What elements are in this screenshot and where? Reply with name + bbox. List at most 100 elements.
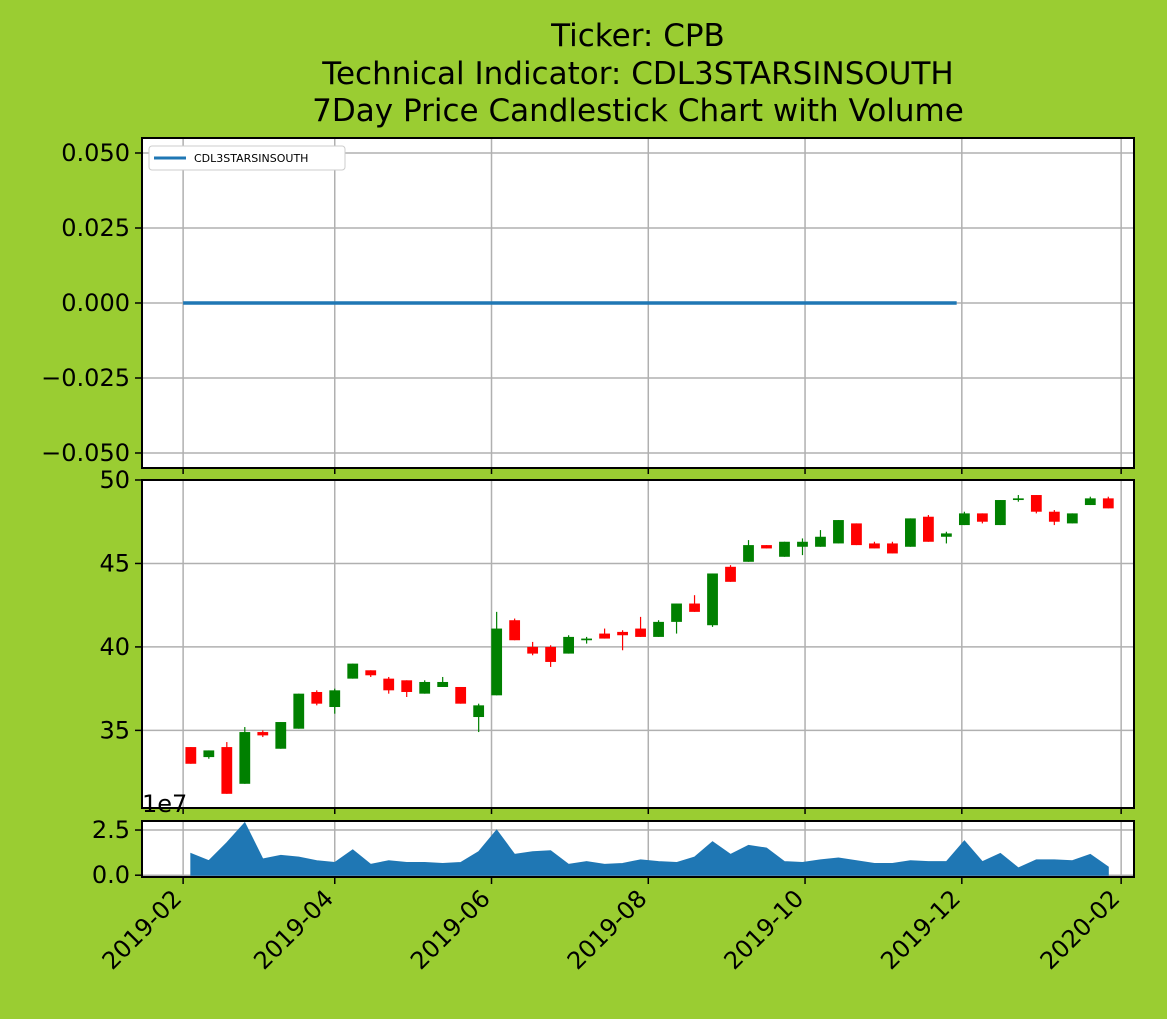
- candle-10: [365, 670, 377, 677]
- candle-47: [1030, 495, 1042, 514]
- candle-5: [275, 722, 287, 749]
- candle-body: [671, 603, 682, 622]
- candle-body: [329, 690, 341, 708]
- candle-body: [833, 520, 844, 544]
- candle-body: [275, 722, 287, 749]
- candle-17: [491, 611, 503, 696]
- candle-43: [958, 511, 970, 526]
- candle-body: [958, 513, 970, 526]
- candle-45: [994, 500, 1006, 526]
- candle-2: [221, 742, 233, 794]
- candle-46: [1012, 495, 1024, 502]
- price-ytick-label-0: 35: [99, 716, 130, 744]
- candle-23: [599, 628, 610, 639]
- candle-body: [293, 693, 305, 729]
- candle-body: [509, 620, 521, 641]
- candle-4: [257, 730, 269, 738]
- title-line-2: Technical Indicator: CDL3STARSINSOUTH: [321, 56, 953, 92]
- candle-12: [401, 680, 413, 697]
- candle-body: [815, 536, 826, 547]
- candle-body: [491, 628, 503, 696]
- volume-area: [190, 821, 1109, 876]
- volume-scale-label: 1e7: [142, 790, 187, 818]
- candle-body: [725, 566, 736, 582]
- candle-body: [473, 705, 485, 718]
- indicator-ytick-label-0: 0.050: [61, 139, 130, 167]
- candle-30: [725, 565, 736, 582]
- candle-body: [221, 747, 233, 794]
- candle-0: [185, 747, 197, 764]
- candle-22: [581, 636, 592, 644]
- candle-body: [239, 732, 251, 784]
- candle-1: [203, 750, 215, 759]
- candle-50: [1084, 496, 1096, 506]
- candle-24: [617, 630, 628, 651]
- candle-body: [581, 638, 592, 641]
- candle-29: [707, 573, 718, 627]
- candle-body: [437, 681, 449, 687]
- volume-ytick-label-0: 0.0: [92, 861, 130, 889]
- candle-body: [383, 678, 395, 691]
- title-line-1: Ticker: CPB: [550, 18, 725, 54]
- candle-8: [329, 688, 341, 714]
- indicator-ytick-label-4: −0.050: [41, 439, 130, 467]
- candle-20: [545, 645, 557, 667]
- volume-panel: 0.0 2.5 1e7: [92, 790, 1135, 889]
- indicator-frame: [141, 137, 1135, 469]
- title-line-3: 7Day Price Candlestick Chart with Volume: [312, 93, 964, 129]
- candle-49: [1066, 513, 1078, 524]
- price-panel: 35 40 45 50: [99, 466, 1135, 814]
- candle-body: [365, 670, 377, 676]
- volume-area-layer: [190, 821, 1109, 876]
- candle-34: [797, 538, 808, 556]
- candle-body: [653, 621, 664, 637]
- price-frame: [141, 479, 1135, 809]
- indicator-ytick-label-2: 0.000: [61, 289, 130, 317]
- price-y-axis: 35 40 45 50: [99, 466, 142, 744]
- candle-body: [797, 541, 808, 547]
- candle-35: [815, 530, 826, 547]
- candle-19: [527, 641, 539, 656]
- candle-42: [940, 531, 952, 544]
- candle-13: [419, 680, 431, 694]
- candle-44: [976, 513, 988, 524]
- candle-body: [743, 545, 754, 562]
- volume-frame: [141, 820, 1135, 878]
- price-ytick-label-1: 40: [99, 633, 130, 661]
- candle-21: [563, 635, 575, 654]
- candle-18: [509, 618, 521, 641]
- candle-7: [311, 690, 323, 706]
- candle-body: [347, 663, 359, 679]
- candle-body: [994, 500, 1006, 526]
- candle-39: [887, 541, 898, 554]
- candle-body: [599, 633, 610, 639]
- candle-body: [455, 686, 467, 704]
- indicator-ytick-label-1: 0.025: [61, 214, 130, 242]
- candle-body: [401, 680, 413, 692]
- indicator-ytick-label-3: −0.025: [41, 364, 130, 392]
- candle-body: [1030, 495, 1042, 512]
- candle-body: [689, 603, 700, 612]
- candle-body: [1084, 498, 1096, 506]
- candle-body: [761, 545, 772, 549]
- candlestick-layer: [185, 495, 1114, 794]
- candle-9: [347, 663, 359, 679]
- candle-body: [185, 747, 197, 764]
- candle-41: [923, 515, 934, 542]
- candle-body: [1048, 511, 1060, 522]
- candle-3: [239, 727, 251, 784]
- candle-body: [311, 691, 323, 704]
- price-ytick-label-3: 50: [99, 466, 130, 494]
- candle-36: [833, 520, 844, 544]
- candle-31: [743, 540, 754, 562]
- candle-26: [653, 620, 664, 637]
- candle-33: [779, 541, 790, 557]
- candle-body: [905, 518, 916, 547]
- candle-body: [419, 681, 431, 694]
- candle-body: [1066, 513, 1078, 524]
- candle-37: [851, 523, 862, 546]
- volume-ytick-label-1: 2.5: [92, 816, 130, 844]
- indicator-panel: 0.050 0.025 0.000 −0.025 −0.050 CDL3STARSINS…: [41, 137, 1135, 474]
- candle-body: [869, 543, 880, 549]
